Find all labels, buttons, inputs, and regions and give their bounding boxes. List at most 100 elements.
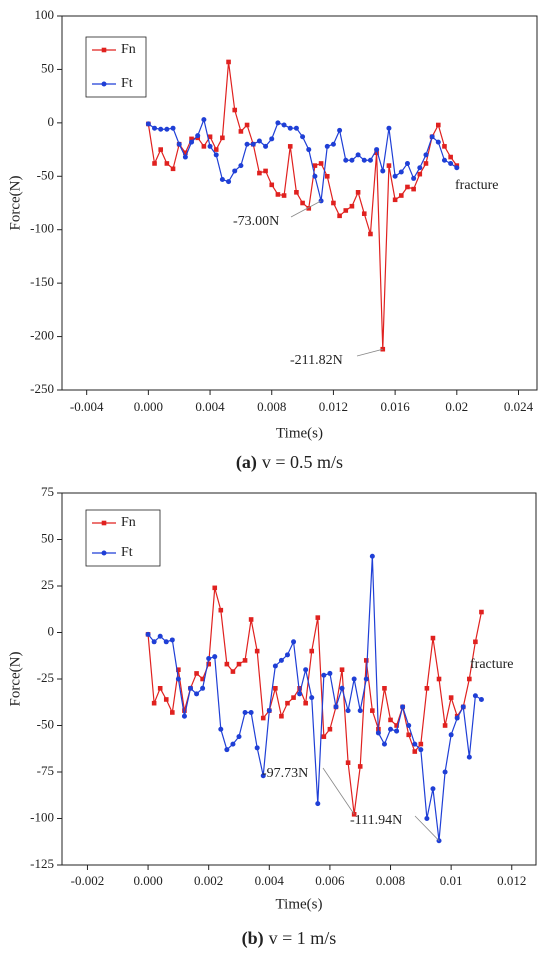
marker (201, 117, 207, 123)
x-tick-label: 0.012 (319, 399, 348, 414)
marker (163, 639, 169, 645)
annotation-leader (356, 348, 383, 357)
marker (212, 654, 218, 660)
marker (394, 728, 400, 734)
marker (406, 732, 412, 738)
marker (200, 676, 205, 682)
marker (256, 138, 262, 144)
marker (386, 125, 392, 131)
marker (473, 639, 478, 645)
marker (158, 147, 164, 152)
legend-label: Fn (121, 42, 136, 57)
legend-marker (101, 520, 107, 526)
marker (297, 691, 303, 697)
marker (232, 107, 238, 113)
marker (242, 709, 248, 715)
marker (306, 206, 312, 211)
marker (392, 173, 398, 179)
marker (145, 121, 151, 127)
x-tick-label: 0.002 (194, 873, 223, 888)
marker (281, 193, 287, 198)
marker (238, 129, 244, 134)
y-tick-label: -150 (30, 274, 54, 289)
marker (424, 686, 430, 691)
marker (343, 208, 349, 213)
y-tick-label: -100 (30, 809, 54, 824)
legend-marker (101, 47, 107, 53)
marker (260, 773, 266, 779)
marker (188, 685, 194, 691)
marker (207, 143, 213, 149)
x-tick-label: 0.008 (257, 399, 286, 414)
x-axis-title: Time(s) (276, 896, 323, 912)
marker (263, 168, 268, 174)
x-tick-label: 0.000 (134, 399, 163, 414)
marker (236, 661, 242, 667)
marker (151, 639, 157, 645)
marker (454, 715, 460, 721)
x-tick-label: -0.004 (70, 399, 104, 414)
marker (361, 211, 367, 216)
marker (224, 661, 230, 667)
marker (278, 657, 284, 663)
marker (170, 710, 175, 715)
subplot: -0.002 0.000 0.002 0.004 0.006 0.008 0.01 0.012… (7, 484, 537, 949)
marker (182, 708, 187, 713)
marker (294, 190, 299, 195)
x-tick-label: 0.01 (440, 873, 463, 888)
marker (448, 154, 453, 160)
y-axis-title: Force(N) (7, 652, 23, 707)
y-tick-label: 0 (48, 623, 55, 638)
x-tick-label: 0.004 (255, 873, 285, 888)
marker (272, 663, 278, 669)
legend-label: Ft (121, 545, 133, 560)
marker (145, 631, 151, 637)
marker (236, 734, 242, 740)
marker (355, 190, 361, 195)
marker (442, 144, 447, 149)
marker (324, 173, 330, 179)
marker (312, 163, 318, 168)
marker (284, 652, 290, 658)
y-tick-label: -250 (30, 381, 54, 396)
marker (189, 139, 195, 145)
marker (254, 648, 260, 654)
legend-box (85, 509, 161, 567)
marker (404, 160, 410, 166)
marker (369, 553, 375, 559)
legend-label: Ft (121, 76, 133, 91)
marker (275, 120, 281, 126)
marker (375, 730, 381, 736)
marker (279, 713, 284, 719)
marker (355, 152, 361, 158)
marker (424, 816, 430, 821)
marker (300, 134, 306, 140)
marker (306, 147, 312, 153)
marker (466, 754, 472, 760)
marker (164, 126, 170, 132)
marker (175, 676, 181, 682)
marker (303, 700, 308, 706)
marker (183, 150, 188, 156)
caption: (a) v = 0.5 m/s (236, 452, 343, 473)
marker (417, 165, 423, 171)
caption: (b) v = 1 m/s (242, 928, 337, 949)
marker (406, 723, 412, 728)
marker (442, 723, 448, 728)
marker (273, 686, 278, 691)
marker (157, 686, 163, 691)
series-line (147, 587, 483, 815)
marker (315, 801, 321, 807)
marker (423, 152, 429, 158)
marker (194, 671, 199, 676)
marker (213, 152, 219, 158)
marker (349, 157, 355, 163)
x-tick-label: 0.024 (504, 399, 534, 414)
marker (386, 163, 392, 168)
marker (244, 141, 250, 147)
marker (281, 122, 287, 128)
marker (257, 170, 262, 176)
y-tick-label: 50 (41, 60, 54, 75)
y-tick-label: -100 (30, 221, 54, 236)
marker (176, 141, 182, 147)
